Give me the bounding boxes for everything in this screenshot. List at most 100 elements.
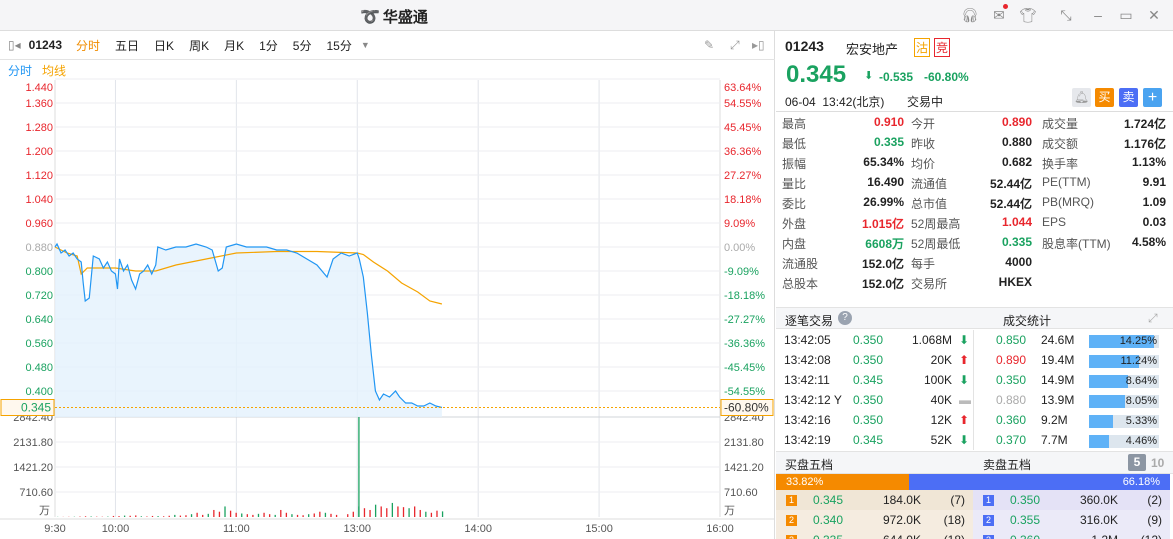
stat-label: 委比	[782, 197, 807, 211]
stat-value: 52.44亿	[989, 177, 1032, 191]
stat-price: 0.880	[996, 393, 1027, 407]
tab-2[interactable]: 日K	[154, 38, 175, 53]
stat-price: 0.370	[996, 433, 1027, 447]
buy-button[interactable]: 买	[1095, 88, 1114, 107]
last-price: 0.345	[786, 61, 847, 88]
shrink-icon[interactable]: ⤡	[1060, 7, 1072, 23]
bid-row[interactable]: 1 0.345 184.0K (7)	[776, 490, 973, 510]
stat-bar-fill	[1089, 395, 1126, 408]
stat-label: 52周最高	[911, 217, 961, 231]
tab-5[interactable]: 1分	[259, 38, 278, 53]
expand-icon[interactable]: ⤢	[1148, 311, 1158, 325]
quote-code: 01243	[785, 38, 824, 54]
shirt-icon[interactable]: 👕︎	[1019, 7, 1037, 23]
tab-0[interactable]: 分时	[76, 38, 101, 53]
mail-icon[interactable]: ✉	[990, 4, 1008, 24]
order-volume: 184.0K	[882, 493, 921, 507]
market-status: 交易中	[907, 95, 944, 109]
chart-legend: 分时 均线	[0, 60, 66, 80]
stat-label: 流通股	[782, 257, 819, 271]
ask-row[interactable]: 3 0.360 1.2M (12)	[973, 530, 1170, 539]
stat-pct: 14.25%	[1119, 335, 1157, 347]
level-badge: 2	[786, 515, 797, 526]
order-count: (7)	[950, 493, 965, 507]
maximize-icon[interactable]: ▭	[1119, 7, 1133, 23]
auction-badge: 竞	[934, 38, 951, 57]
stat-label: 今开	[911, 117, 936, 131]
stat-label: 每手	[911, 257, 936, 271]
chart-toolbar: ▯◂ 01243 分时 五日 日K 周K 月K 1分 5分 15分 ▼ ✎ ⤢ ▸▯	[0, 31, 775, 60]
price-change: -0.535	[879, 70, 914, 84]
collapse-right-icon[interactable]: ▸▯	[752, 38, 765, 52]
trade-stat-row: 0.880 13.9M 8.05%	[776, 390, 1173, 410]
stat-value: 0.03	[1142, 215, 1166, 229]
alert-bell-icon[interactable]: 🔔︎	[1072, 88, 1091, 107]
stat-label: 外盘	[782, 217, 807, 231]
stat-value: HKEX	[998, 275, 1032, 289]
trade-time: 13:42:08	[784, 353, 831, 367]
stat-value: 0.335	[1001, 235, 1032, 249]
fullscreen-icon[interactable]: ⤢	[730, 37, 740, 52]
chevron-down-icon[interactable]: ▼	[360, 40, 370, 50]
depth-10-button[interactable]: 10	[1151, 456, 1165, 470]
trade-row: 13:42:16 0.350 12K ⬆	[776, 410, 1173, 430]
pencil-icon[interactable]: ✎	[704, 38, 715, 52]
order-volume: 972.0K	[882, 513, 921, 527]
stat-volume: 7.7M	[1041, 433, 1068, 447]
order-count: (9)	[1147, 513, 1162, 527]
sell-button[interactable]: 卖	[1119, 88, 1138, 107]
title-bar: ➰ 华盛通 🎧︎ ✉ 👕︎ ⤡ – ▭ ✕	[0, 0, 1173, 31]
stat-pct: 11.24%	[1120, 355, 1158, 367]
divider	[776, 111, 1173, 112]
trades-header: 逐笔交易 ? 成交统计 ⤢	[776, 307, 1173, 329]
trade-volume: 52K	[930, 433, 952, 447]
arrow-up-icon: ⬆	[959, 353, 970, 367]
stat-label: 总市值	[911, 197, 948, 211]
ask-row[interactable]: 2 0.355 316.0K (9)	[973, 510, 1170, 530]
help-icon[interactable]: ?	[838, 311, 852, 325]
stat-volume: 14.9M	[1041, 373, 1075, 387]
order-price: 0.360	[1010, 533, 1040, 539]
order-count: (18)	[943, 513, 965, 527]
depth-5-button[interactable]: 5	[1128, 454, 1146, 471]
tab-6[interactable]: 5分	[292, 38, 312, 53]
order-volume: 360.0K	[1079, 493, 1118, 507]
stat-pct: 4.46%	[1125, 435, 1157, 447]
minimize-icon[interactable]: –	[1094, 7, 1102, 23]
stat-bar-fill	[1089, 375, 1129, 388]
arrow-down-icon: ⬇	[959, 333, 970, 347]
trade-stat-row: 0.360 9.2M 5.33%	[776, 410, 1173, 430]
collapse-left-icon[interactable]: ▯◂	[8, 38, 21, 52]
headset-icon[interactable]: 🎧︎	[961, 7, 979, 23]
trade-volume: 1.068M	[911, 333, 952, 347]
ask-row[interactable]: 1 0.350 360.0K (2)	[973, 490, 1170, 510]
add-watchlist-button[interactable]: +	[1143, 88, 1162, 107]
bid-ratio-fill	[776, 474, 910, 490]
bid-row[interactable]: 3 0.335 644.0K (18)	[776, 530, 973, 539]
tab-4[interactable]: 月K	[224, 38, 245, 53]
stat-value: 1.176亿	[1123, 137, 1166, 151]
trade-row: 13:42:05 0.350 1.068M ⬇	[776, 330, 1173, 350]
stat-label: 最高	[782, 117, 807, 131]
trade-stat-row: 0.850 24.6M 14.25%	[776, 330, 1173, 350]
stat-value: 1.044	[1001, 215, 1032, 229]
bid-row[interactable]: 2 0.340 972.0K (18)	[776, 510, 973, 530]
arrow-down-icon: ⬇	[864, 70, 874, 82]
tab-7[interactable]: 15分	[326, 38, 352, 53]
stat-bar: 4.46%	[1089, 435, 1159, 448]
order-volume: 1.2M	[1091, 533, 1118, 539]
stat-label: 最低	[782, 137, 807, 151]
order-price: 0.350	[1010, 493, 1041, 507]
stat-value: 0.910	[873, 115, 904, 129]
stock-code: 01243	[28, 38, 63, 52]
tab-3[interactable]: 周K	[189, 38, 210, 53]
trade-price: 0.350	[853, 333, 884, 347]
tab-1[interactable]: 五日	[115, 38, 140, 53]
trade-price: 0.350	[853, 413, 884, 427]
stat-value: 0.890	[1001, 115, 1032, 129]
trade-stat-row: 0.370 7.7M 4.46%	[776, 430, 1173, 450]
stat-volume: 24.6M	[1041, 333, 1075, 347]
arrow-down-icon: ⬇	[959, 373, 970, 387]
trade-price: 0.350	[853, 393, 884, 407]
close-icon[interactable]: ✕	[1148, 7, 1160, 23]
